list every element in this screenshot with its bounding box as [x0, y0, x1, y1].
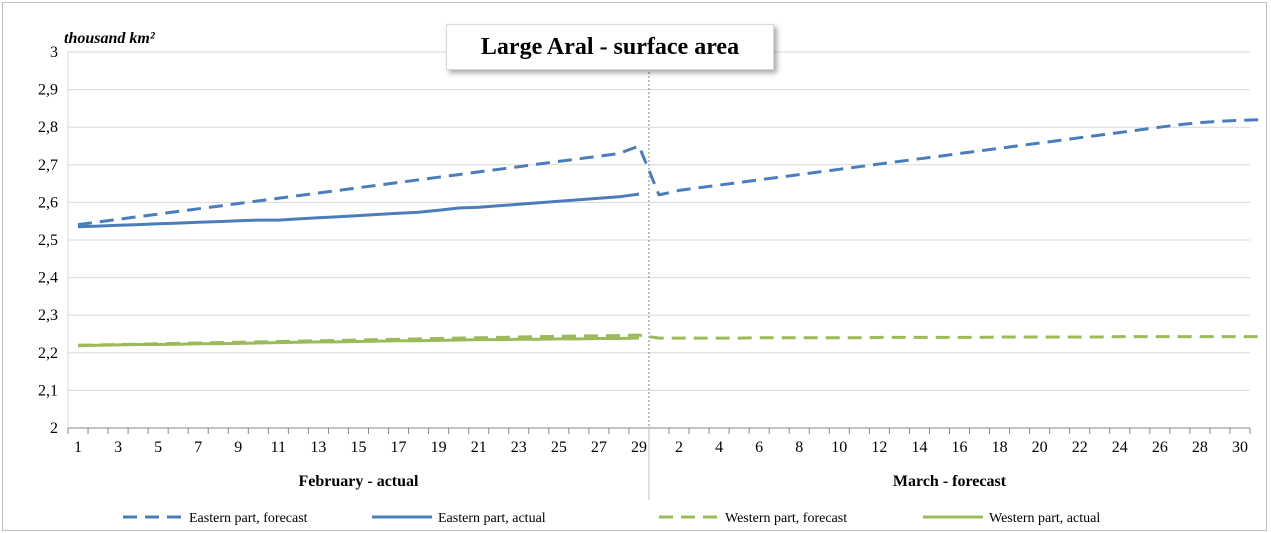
x-tick-label: 12: [871, 439, 887, 456]
legend-label: Eastern part, forecast: [189, 511, 308, 526]
x-tick-label: 4: [715, 439, 723, 456]
x-tick-label: 22: [1072, 439, 1088, 456]
x-tick-label: 6: [755, 439, 763, 456]
x-tick-label: 11: [271, 439, 286, 456]
x-tick-label: 16: [952, 439, 968, 456]
chart-title: Large Aral - surface area: [446, 24, 774, 70]
series-line-eastern-part-forecast: [77, 118, 1261, 227]
x-tick-label: 15: [350, 439, 366, 456]
y-tick-label: 2: [50, 420, 58, 437]
x-tick-label: 23: [511, 439, 527, 456]
x-tick-label: 20: [1032, 439, 1048, 456]
x-tick-label: 19: [431, 439, 447, 456]
x-tick-label: 9: [234, 439, 242, 456]
y-tick-label: 2,9: [38, 82, 58, 99]
x-tick-label: 30: [1232, 439, 1248, 456]
y-tick-label: 2,7: [38, 157, 58, 174]
x-tick-label: 13: [310, 439, 326, 456]
x-tick-label: 21: [471, 439, 487, 456]
x-tick-label: 26: [1152, 439, 1168, 456]
x-tick-label: 1: [74, 439, 82, 456]
series-line-eastern-part-actual: [77, 192, 640, 229]
y-tick-label: 2,6: [38, 194, 58, 211]
x-tick-label: 28: [1192, 439, 1208, 456]
y-tick-label: 2,4: [38, 270, 58, 287]
x-tick-label: 18: [992, 439, 1008, 456]
y-tick-label: 2,3: [38, 307, 58, 324]
x-tick-label: 8: [795, 439, 803, 456]
x-tick-label: 10: [831, 439, 847, 456]
y-tick-label: 3: [50, 44, 58, 61]
x-tick-label: 14: [911, 439, 927, 456]
x-tick-label: 5: [154, 439, 162, 456]
y-tick-label: 2,1: [38, 382, 58, 399]
x-tick-label: 24: [1112, 439, 1128, 456]
x-tick-label: 7: [194, 439, 202, 456]
x-tick-label: 29: [631, 439, 647, 456]
y-tick-label: 2,2: [38, 345, 58, 362]
y-axis-unit-label: thousand km²: [64, 30, 156, 47]
x-group-label: March - forecast: [893, 473, 1007, 490]
x-tick-label: 2: [675, 439, 683, 456]
x-tick-label: 3: [114, 439, 122, 456]
legend-label: Western part, forecast: [725, 511, 847, 526]
legend-label: Eastern part, actual: [438, 511, 546, 526]
series-line-western-part-actual: [77, 336, 640, 348]
x-group-label: February - actual: [298, 473, 419, 490]
x-tick-label: 25: [551, 439, 567, 456]
legend-label: Western part, actual: [989, 511, 1100, 526]
y-tick-label: 2,8: [38, 119, 58, 136]
x-tick-label: 27: [591, 439, 607, 456]
y-tick-label: 2,5: [38, 232, 58, 249]
x-tick-label: 17: [391, 439, 407, 456]
